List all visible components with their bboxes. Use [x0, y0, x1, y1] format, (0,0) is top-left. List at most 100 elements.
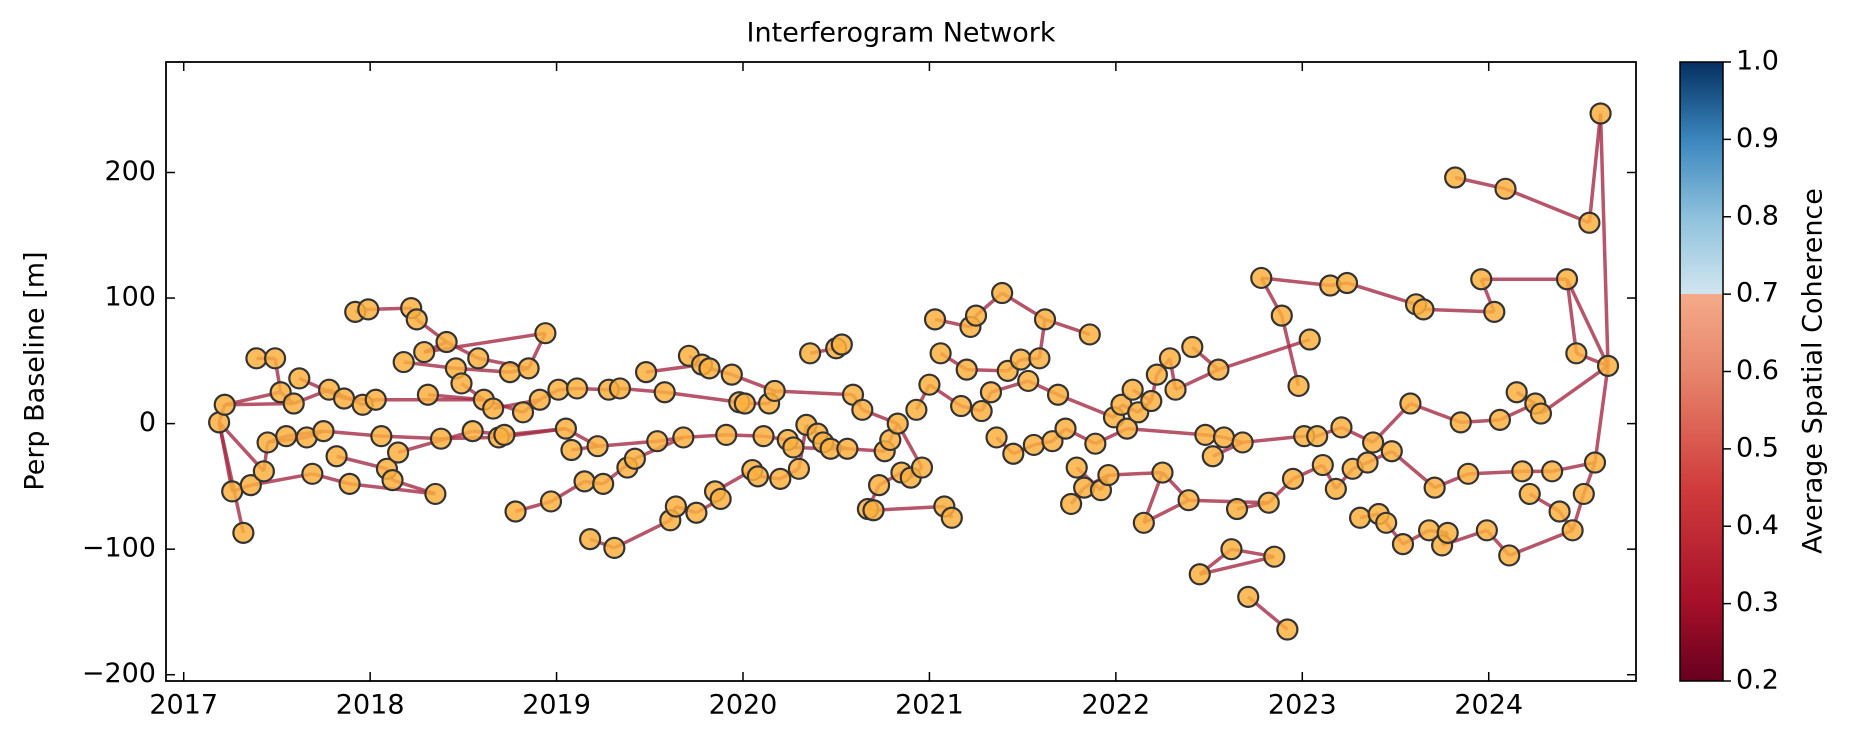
acquisition-node [1596, 354, 1620, 377]
acquisition-node [539, 490, 563, 513]
acquisition-node [517, 357, 540, 380]
acquisition-node [1399, 392, 1422, 415]
acquisition-node [1060, 492, 1083, 516]
acquisition-node [623, 447, 646, 470]
acquisition-node [239, 474, 262, 497]
y-tick-label: −200 [82, 658, 156, 689]
acquisition-node [282, 392, 305, 415]
acquisition-node [1483, 300, 1506, 323]
acquisition-node [245, 347, 268, 370]
acquisition-node [746, 465, 770, 488]
x-tick-label: 2021 [895, 690, 964, 721]
acquisition-node [1033, 308, 1057, 331]
x-tick-label: 2023 [1268, 690, 1337, 721]
y-tick-label: −100 [82, 533, 156, 564]
acquisition-node [787, 457, 811, 480]
acquisition-node [886, 412, 909, 435]
acquisition-node [1335, 271, 1359, 295]
edge [1261, 276, 1331, 288]
colorbar-tick-label: 0.3 [1736, 587, 1779, 618]
x-tick-label: 2017 [149, 690, 218, 721]
edge [1346, 281, 1417, 306]
acquisition-node [830, 333, 853, 356]
edge [664, 390, 740, 404]
chart-title: Interferogram Network [747, 18, 1056, 49]
edge [774, 389, 854, 397]
acquisition-node [1115, 417, 1139, 440]
edge [217, 421, 246, 534]
acquisition-node [573, 470, 596, 493]
acquisition-node [918, 373, 941, 396]
acquisition-node [252, 460, 275, 483]
edge [1199, 554, 1275, 576]
y-tick-label: 0 [139, 407, 156, 438]
acquisition-node [646, 430, 669, 453]
acquisition-node [1212, 426, 1236, 449]
colorbar-label: Average Spatial Coherence [1798, 188, 1829, 554]
acquisition-node [263, 347, 287, 370]
acquisition-node [493, 423, 516, 447]
acquisition-node [1145, 363, 1168, 386]
acquisition-node [1097, 463, 1120, 487]
acquisition-node [910, 456, 934, 479]
acquisition-node [672, 426, 695, 449]
acquisition-node [357, 298, 380, 321]
acquisition-node [1084, 432, 1107, 455]
acquisition-node [1164, 378, 1187, 401]
acquisition-node [1475, 519, 1498, 542]
acquisition-node [1436, 521, 1459, 544]
acquisition-node [1158, 347, 1182, 370]
acquisition-node [1220, 538, 1243, 561]
acquisition-node [1391, 533, 1415, 556]
acquisition-node [429, 427, 453, 450]
acquisition-node [1237, 585, 1260, 608]
acquisition-node [1324, 477, 1347, 500]
acquisition-node [603, 536, 626, 560]
acquisition-node [709, 487, 732, 511]
acquisition-node [698, 357, 721, 380]
acquisition-node [387, 441, 410, 464]
acquisition-node [1470, 268, 1493, 291]
acquisition-node [685, 501, 708, 524]
acquisition-node [1225, 497, 1249, 521]
acquisition-node [1078, 323, 1101, 346]
acquisition-node [413, 340, 436, 364]
acquisition-node [332, 387, 356, 410]
acquisition-node [364, 388, 387, 411]
acquisition-node [288, 367, 311, 390]
acquisition-node [851, 398, 874, 421]
colorbar-tick-label: 0.5 [1736, 432, 1779, 463]
acquisition-node [715, 423, 738, 447]
acquisition-node [1132, 511, 1155, 534]
x-tick-label: 2018 [336, 690, 405, 721]
acquisition-node [929, 342, 952, 365]
colorbar-tick-label: 0.6 [1736, 355, 1779, 386]
acquisition-node [547, 378, 570, 401]
acquisition-node [1002, 442, 1025, 465]
acquisition-node [405, 308, 428, 331]
acquisition-node [1511, 460, 1534, 483]
acquisition-node [940, 506, 963, 529]
acquisition-node [1201, 445, 1224, 468]
acquisition-node [991, 281, 1014, 305]
colorbar-tick-label: 0.9 [1736, 123, 1779, 154]
edge [224, 401, 294, 407]
acquisition-node [1348, 506, 1372, 529]
edge [1593, 365, 1610, 463]
edge [873, 504, 945, 512]
acquisition-node [1022, 433, 1045, 457]
acquisition-node [1151, 461, 1174, 484]
acquisition-node [985, 426, 1008, 449]
colorbar-tick-label: 0.4 [1736, 510, 1779, 541]
acquisition-node [1457, 462, 1480, 485]
x-tick-label: 2019 [522, 690, 591, 721]
edge [1217, 337, 1311, 372]
acquisition-node [1231, 431, 1254, 454]
nodes [208, 102, 1620, 641]
acquisition-node [381, 469, 404, 492]
acquisition-node [653, 381, 676, 404]
acquisition-node [301, 462, 324, 485]
edge [1539, 364, 1610, 415]
acquisition-node [1518, 482, 1541, 506]
acquisition-node [256, 431, 279, 454]
